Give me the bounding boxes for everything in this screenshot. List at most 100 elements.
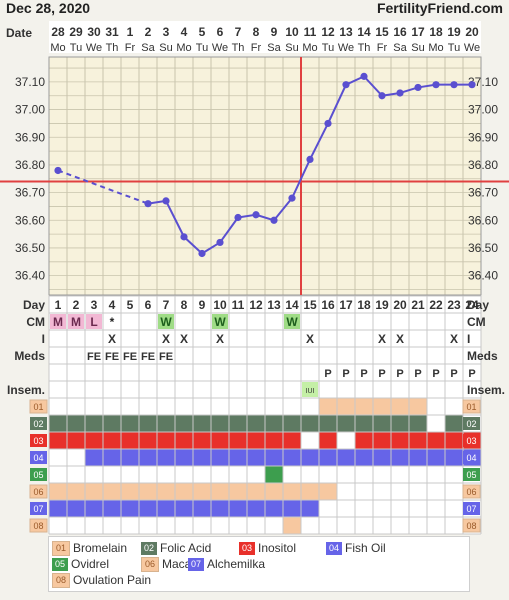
weekday-label: Tu bbox=[448, 42, 460, 54]
supplement-05-cell bbox=[265, 466, 283, 483]
supplement-07-cell bbox=[67, 500, 85, 517]
supplement-02-cell bbox=[67, 415, 85, 432]
date-label: 16 bbox=[393, 25, 407, 39]
plot-frame bbox=[48, 56, 482, 296]
date-label: 1 bbox=[127, 25, 134, 39]
supplement-legend: 01 Bromelain 02 Folic Acid 03 Inositol 04 Fish … bbox=[48, 536, 470, 592]
y-tick-label-left: 36.40 bbox=[15, 269, 45, 283]
date-header-bg bbox=[49, 21, 481, 53]
meds-row-label: Meds bbox=[14, 349, 45, 363]
date-label: 19 bbox=[447, 25, 461, 39]
temperature-point bbox=[270, 216, 278, 224]
supplement-04-cell bbox=[157, 449, 175, 466]
meds-code: P bbox=[324, 368, 331, 380]
supplement-06-cell bbox=[67, 483, 85, 500]
supplement-04-cell bbox=[121, 449, 139, 466]
day-number: 3 bbox=[91, 298, 98, 312]
cm-row-label: CM bbox=[467, 315, 486, 329]
supplement-02-cell bbox=[445, 415, 463, 432]
temperature-line bbox=[165, 200, 185, 238]
supplement-code-left: 05 bbox=[33, 470, 43, 480]
legend-item-03: 03 Inositol bbox=[239, 541, 296, 555]
temperature-point bbox=[342, 81, 350, 89]
day-number: 4 bbox=[109, 298, 116, 312]
supplement-06-cell bbox=[175, 483, 193, 500]
temperature-point bbox=[288, 194, 296, 202]
day-number: 15 bbox=[303, 298, 317, 312]
supplement-02-cell bbox=[211, 415, 229, 432]
supplement-07-cell bbox=[103, 500, 121, 517]
supplement-07-cell bbox=[121, 500, 139, 517]
insemination-row-label: Insem. bbox=[7, 383, 45, 397]
weekday-label: Fr bbox=[377, 42, 388, 54]
supplement-07-cell bbox=[265, 500, 283, 517]
legend-item-07: 07 Alchemilka bbox=[188, 557, 265, 571]
supplement-04-cell bbox=[427, 449, 445, 466]
supplement-03-cell bbox=[247, 432, 265, 449]
day-number: 17 bbox=[339, 298, 353, 312]
supplement-code-box-left bbox=[30, 468, 47, 481]
date-label: 28 bbox=[51, 25, 65, 39]
intercourse-mark: X bbox=[378, 332, 386, 346]
intercourse-mark: X bbox=[180, 332, 188, 346]
supplement-code-left: 06 bbox=[33, 487, 43, 497]
supplement-03-cell bbox=[49, 432, 67, 449]
legend-label: Maca bbox=[162, 557, 192, 571]
cm-code: W bbox=[286, 315, 298, 329]
supplement-02-cell bbox=[121, 415, 139, 432]
y-tick-label-left: 37.00 bbox=[15, 103, 45, 117]
y-tick-label-left: 36.50 bbox=[15, 241, 45, 255]
supplement-02-cell bbox=[409, 415, 427, 432]
y-tick-label-right: 36.90 bbox=[468, 130, 498, 144]
supplement-06-cell bbox=[139, 483, 157, 500]
intercourse-mark: X bbox=[108, 332, 116, 346]
temperature-point bbox=[306, 155, 314, 163]
supplement-03-cell bbox=[85, 432, 103, 449]
legend-code-swatch: 06 bbox=[141, 557, 159, 572]
weekday-label: Tu bbox=[322, 42, 334, 54]
date-label: 8 bbox=[253, 25, 260, 39]
supplement-03-cell bbox=[283, 432, 301, 449]
supplement-code-box-right bbox=[462, 399, 481, 414]
supplement-04-cell bbox=[211, 449, 229, 466]
supplement-code-right: 03 bbox=[466, 436, 476, 446]
supplement-04-cell bbox=[103, 449, 121, 466]
supplement-06-cell bbox=[301, 483, 319, 500]
cm-code: W bbox=[214, 315, 226, 329]
supplement-06-cell bbox=[49, 483, 67, 500]
legend-item-05: 05 Ovidrel bbox=[52, 557, 109, 571]
temperature-line bbox=[291, 158, 311, 199]
supplement-03-cell bbox=[67, 432, 85, 449]
supplement-02-cell bbox=[229, 415, 247, 432]
legend-label: Ovulation Pain bbox=[73, 573, 152, 587]
supplement-06-cell bbox=[247, 483, 265, 500]
date-label: 6 bbox=[217, 25, 224, 39]
supplement-07-cell bbox=[229, 500, 247, 517]
date-label: 9 bbox=[271, 25, 278, 39]
day-number: 11 bbox=[232, 298, 245, 312]
meds-code: P bbox=[450, 368, 457, 380]
weekday-label: Th bbox=[358, 42, 371, 54]
supplement-07-cell bbox=[283, 500, 301, 517]
temperature-point bbox=[144, 200, 152, 208]
legend-code-swatch: 01 bbox=[52, 541, 70, 556]
day-row-label: Day bbox=[467, 298, 489, 312]
temperature-point bbox=[414, 83, 422, 92]
legend-item-06: 06 Maca bbox=[141, 557, 192, 572]
supplement-03-cell bbox=[211, 432, 229, 449]
supplement-code-right: 05 bbox=[466, 470, 476, 480]
day-number: 2 bbox=[73, 298, 80, 312]
weekday-label: Su bbox=[285, 42, 298, 54]
supplement-02-cell bbox=[283, 415, 301, 432]
supplement-code-box-right bbox=[463, 451, 480, 464]
supplement-03-cell bbox=[373, 432, 391, 449]
intercourse-mark: X bbox=[216, 332, 224, 346]
y-tick-label-left: 36.80 bbox=[15, 158, 45, 172]
supplement-02-cell bbox=[247, 415, 265, 432]
supplement-code-right: 08 bbox=[466, 521, 476, 531]
temperature-point bbox=[450, 81, 458, 89]
intercourse-mark: X bbox=[306, 332, 314, 346]
brand-name[interactable]: FertilityFriend.com bbox=[376, 0, 503, 16]
date-label: 2 bbox=[145, 25, 152, 39]
legend-item-01: 01 Bromelain bbox=[52, 541, 127, 556]
